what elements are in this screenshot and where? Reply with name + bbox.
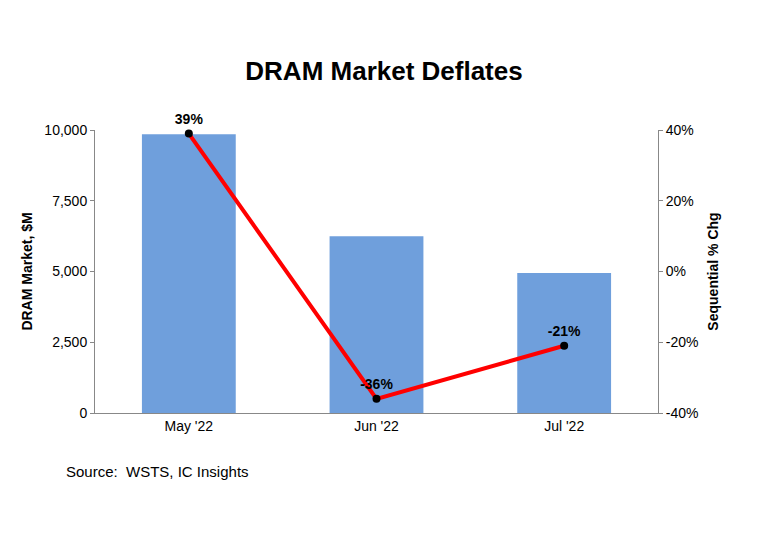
svg-text:-40%: -40% [666, 405, 699, 421]
svg-text:7,500: 7,500 [52, 193, 87, 209]
svg-text:20%: 20% [666, 193, 694, 209]
svg-text:-21%: -21% [548, 323, 581, 339]
svg-text:-20%: -20% [666, 334, 699, 350]
svg-text:Jun '22: Jun '22 [354, 418, 399, 434]
svg-text:Source: WSTS, IC Insights: Source: WSTS, IC Insights [66, 463, 249, 480]
svg-text:10,000: 10,000 [44, 122, 87, 138]
svg-text:40%: 40% [666, 122, 694, 138]
svg-text:Jul '22: Jul '22 [544, 418, 584, 434]
svg-text:5,000: 5,000 [52, 263, 87, 279]
svg-text:Sequential % Chg: Sequential % Chg [705, 212, 721, 330]
svg-text:0%: 0% [666, 263, 686, 279]
svg-text:39%: 39% [175, 111, 204, 127]
svg-text:-36%: -36% [360, 376, 393, 392]
svg-text:2,500: 2,500 [52, 334, 87, 350]
svg-text:DRAM Market Deflates: DRAM Market Deflates [245, 56, 522, 86]
svg-text:DRAM Market, $M: DRAM Market, $M [19, 212, 35, 330]
svg-text:May '22: May '22 [165, 418, 214, 434]
svg-text:0: 0 [79, 405, 87, 421]
